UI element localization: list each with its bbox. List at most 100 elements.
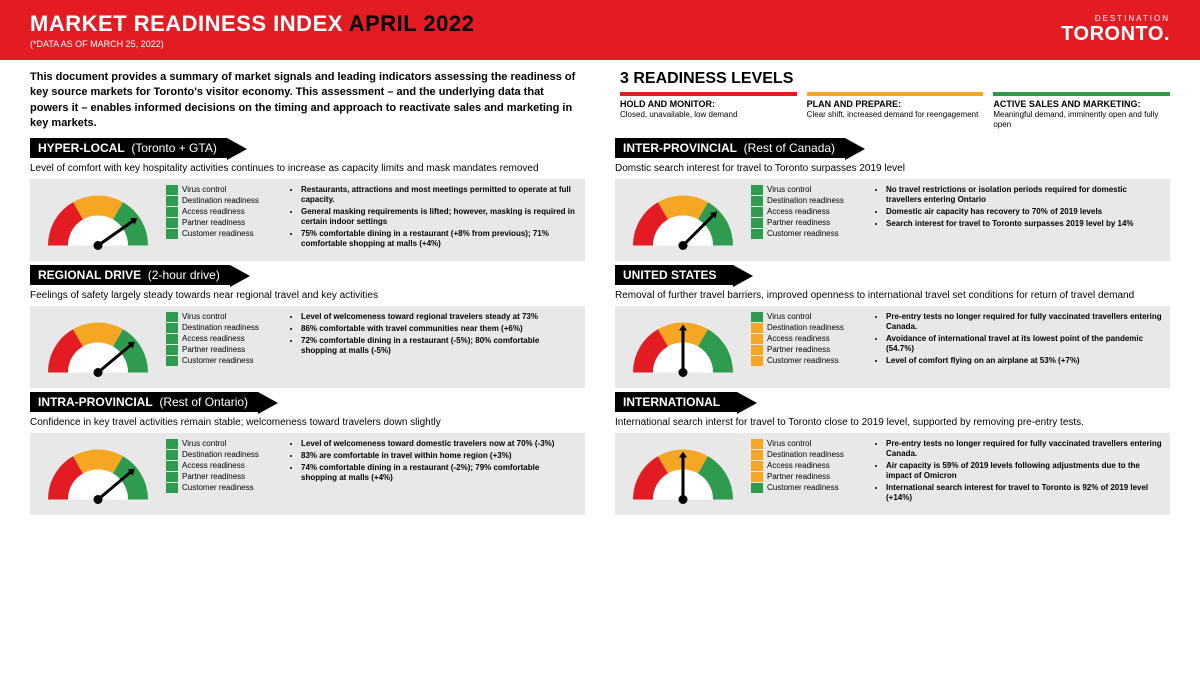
market-title-bar: INTERNATIONAL <box>615 392 737 412</box>
legend-label: ACTIVE SALES AND MARKETING: <box>993 99 1170 109</box>
readiness-label: Customer readiness <box>182 483 254 492</box>
bullets: Restaurants, attractions and most meetin… <box>289 185 577 251</box>
readiness-list: Virus controlDestination readinessAccess… <box>166 312 281 367</box>
readiness-label: Partner readiness <box>182 345 245 354</box>
readiness-color <box>751 323 763 333</box>
gauge <box>38 185 158 255</box>
legend-bar <box>620 92 797 96</box>
market-desc: Feelings of safety largely steady toward… <box>30 290 585 302</box>
readiness-item: Virus control <box>751 185 866 195</box>
title-month: APRIL 2022 <box>349 11 475 36</box>
market-title-bar: HYPER-LOCAL (Toronto + GTA) <box>30 138 227 158</box>
readiness-color <box>166 461 178 471</box>
readiness-list: Virus control Destination readiness Access… <box>166 185 281 240</box>
market-body: Virus controlDestination readinessAccess… <box>615 306 1170 388</box>
market-card: INTERNATIONAL International search inter… <box>615 392 1170 515</box>
header-left: MARKET READINESS INDEX APRIL 2022 (*DATA… <box>30 11 474 49</box>
gauge-icon <box>623 312 743 377</box>
bullet-item: No travel restrictions or isolation peri… <box>886 185 1162 205</box>
logo-bottom: TORONTO. <box>1061 23 1170 46</box>
readiness-color <box>751 207 763 217</box>
bullet-item: Level of welcomeness toward domestic tra… <box>301 439 577 449</box>
market-name: INTRA-PROVINCIAL <box>38 395 153 409</box>
readiness-color <box>166 207 178 217</box>
market-name: INTERNATIONAL <box>623 395 720 409</box>
legend-item: ACTIVE SALES AND MARKETING: Meaningful d… <box>993 92 1170 129</box>
readiness-label: Destination readiness <box>182 323 259 332</box>
logo-top: DESTINATION <box>1061 14 1170 23</box>
bullet-item: 75% comfortable dining in a restaurant (… <box>301 229 577 249</box>
market-sub: (Rest of Canada) <box>744 141 835 155</box>
market-desc: International search interst for travel … <box>615 417 1170 429</box>
legend-label: PLAN AND PREPARE: <box>807 99 984 109</box>
markets-col-left: HYPER-LOCAL (Toronto + GTA) Level of com… <box>30 138 585 519</box>
readiness-item: Destination readiness <box>166 196 281 206</box>
header: MARKET READINESS INDEX APRIL 2022 (*DATA… <box>0 0 1200 60</box>
readiness-label: Access readiness <box>182 207 245 216</box>
market-desc: Level of comfort with key hospitality ac… <box>30 163 585 175</box>
legend-desc: Meaningful demand, imminently open and f… <box>993 110 1170 129</box>
bullets: Pre-entry tests no longer required for f… <box>874 439 1162 505</box>
gauge-icon <box>38 185 158 250</box>
readiness-label: Access readiness <box>767 207 830 216</box>
readiness-label: Customer readiness <box>767 229 839 238</box>
readiness-color <box>751 185 763 195</box>
bullets: Level of welcomeness toward regional tra… <box>289 312 577 358</box>
legend-title: 3 READINESS LEVELS <box>620 70 1170 88</box>
readiness-color <box>751 218 763 228</box>
readiness-color <box>166 229 178 239</box>
readiness-item: Destination readiness <box>166 323 281 333</box>
legend: 3 READINESS LEVELS HOLD AND MONITOR: Clo… <box>620 70 1170 132</box>
market-header: INTER-PROVINCIAL (Rest of Canada) <box>615 138 1170 160</box>
bullets: Pre-entry tests no longer required for f… <box>874 312 1162 368</box>
readiness-item: Virus control <box>166 185 281 195</box>
readiness-item: Customer readiness <box>751 483 866 493</box>
readiness-color <box>751 334 763 344</box>
readiness-color <box>751 312 763 322</box>
readiness-item: Access readiness <box>751 461 866 471</box>
readiness-label: Destination readiness <box>767 450 844 459</box>
readiness-label: Partner readiness <box>767 218 830 227</box>
gauge <box>623 312 743 382</box>
bullet-item: Air capacity is 59% of 2019 levels follo… <box>886 461 1162 481</box>
readiness-label: Access readiness <box>767 461 830 470</box>
readiness-item: Destination readiness <box>166 450 281 460</box>
market-title-bar: INTER-PROVINCIAL (Rest of Canada) <box>615 138 845 158</box>
readiness-item: Virus control <box>751 439 866 449</box>
readiness-color <box>166 356 178 366</box>
readiness-color <box>751 345 763 355</box>
intro-text: This document provides a summary of mark… <box>30 70 580 132</box>
legend-desc: Clear shift, increased demand for reenga… <box>807 110 984 120</box>
readiness-label: Virus control <box>182 185 226 194</box>
bullets: Level of welcomeness toward domestic tra… <box>289 439 577 485</box>
readiness-label: Destination readiness <box>182 196 259 205</box>
readiness-item: Customer readiness <box>166 356 281 366</box>
readiness-color <box>751 450 763 460</box>
readiness-item: Access readiness <box>751 334 866 344</box>
readiness-label: Customer readiness <box>182 356 254 365</box>
page-title: MARKET READINESS INDEX APRIL 2022 <box>30 11 474 37</box>
readiness-label: Partner readiness <box>182 472 245 481</box>
readiness-label: Partner readiness <box>182 218 245 227</box>
bullet-item: 83% are comfortable in travel within hom… <box>301 451 577 461</box>
market-title-bar: UNITED STATES <box>615 265 733 285</box>
market-sub: (2-hour drive) <box>148 268 220 282</box>
market-card: INTRA-PROVINCIAL (Rest of Ontario) Confi… <box>30 392 585 515</box>
readiness-item: Virus control <box>751 312 866 322</box>
markets-col-right: INTER-PROVINCIAL (Rest of Canada) Domsti… <box>615 138 1170 519</box>
bullet-item: Level of welcomeness toward regional tra… <box>301 312 577 322</box>
market-header: INTERNATIONAL <box>615 392 1170 414</box>
readiness-color <box>751 483 763 493</box>
readiness-label: Access readiness <box>767 334 830 343</box>
readiness-color <box>166 450 178 460</box>
gauge-icon <box>38 439 158 504</box>
readiness-label: Partner readiness <box>767 472 830 481</box>
legend-label: HOLD AND MONITOR: <box>620 99 797 109</box>
market-header: REGIONAL DRIVE (2-hour drive) <box>30 265 585 287</box>
market-name: UNITED STATES <box>623 268 717 282</box>
readiness-color <box>166 185 178 195</box>
readiness-item: Access readiness <box>166 207 281 217</box>
bullet-item: Restaurants, attractions and most meetin… <box>301 185 577 205</box>
readiness-item: Access readiness <box>751 207 866 217</box>
gauge <box>38 439 158 509</box>
